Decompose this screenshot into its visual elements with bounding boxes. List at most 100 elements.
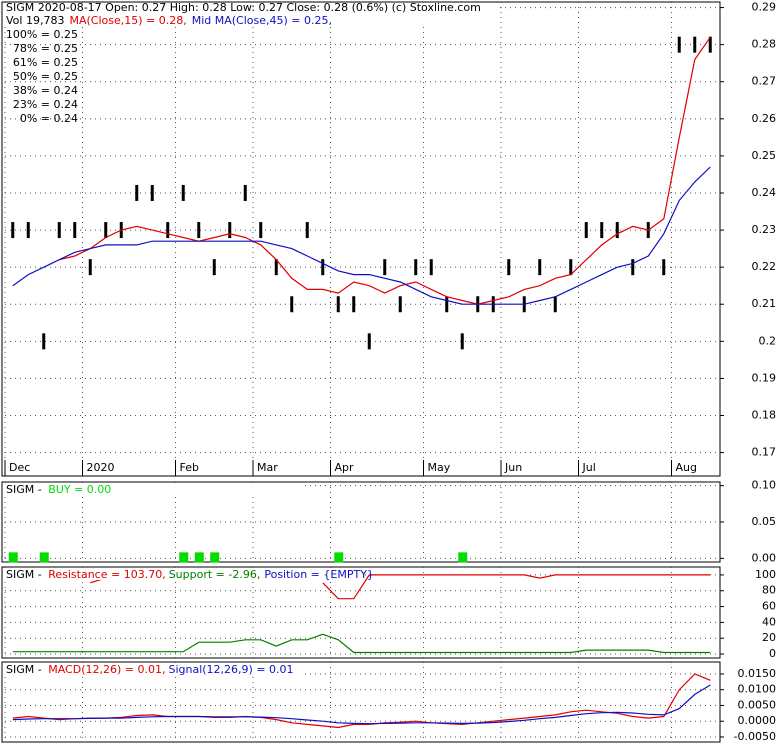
signal-marker [458, 552, 468, 563]
y-tick-label: 0.25 [752, 149, 777, 162]
legend-entry: Support = -2.96, [169, 568, 261, 581]
series-line [59, 36, 711, 305]
price-bar [57, 222, 61, 239]
price-bar [662, 259, 666, 276]
price-bar [243, 184, 247, 201]
y-tick-label: 0.00 [752, 551, 777, 564]
level-label: 38% = 0.24 [13, 84, 78, 97]
y-tick-label: 0.0150 [738, 667, 777, 680]
panel-legend: SIGM - BUY = 0.00 [6, 483, 111, 496]
legend-entry: MACD(12,26) = 0.01, [48, 663, 165, 676]
price-bar [584, 222, 588, 239]
series-line [12, 633, 711, 654]
price-bar [290, 296, 294, 313]
price-bar [26, 222, 30, 239]
price-bar [367, 333, 371, 350]
price-bar [708, 36, 712, 53]
y-tick-label: 0.19 [752, 371, 777, 384]
price-bar [88, 259, 92, 276]
y-tick-label: 0.2 [759, 334, 777, 347]
legend-entry: Resistance = 103.70, [48, 568, 165, 581]
y-tick-label: 0.0050 [738, 698, 777, 711]
y-tick-label: 0.0000 [738, 714, 777, 727]
y-tick-label: 0.18 [752, 408, 777, 421]
level-label: 100% = 0.25 [6, 28, 78, 41]
legend-bg [3, 3, 498, 25]
legend-bg [3, 568, 363, 580]
x-tick-label: Feb [180, 461, 199, 474]
signal-marker [179, 552, 189, 563]
series-line [12, 673, 711, 729]
price-bar [352, 296, 356, 313]
legend-entry: Mid MA(Close,45) = 0.25, [192, 14, 332, 27]
price-bar [274, 259, 278, 276]
panel-legend: SIGM - MACD(12,26) = 0.01, Signal(12,26,9… [6, 663, 294, 676]
legend-bg [3, 663, 303, 675]
price-bar [507, 259, 511, 276]
y-tick-label: 80 [762, 584, 776, 597]
price-bar [460, 333, 464, 350]
y-tick-label: 0.10 [752, 479, 777, 492]
volume-label: Vol 19,783 [6, 14, 64, 27]
y-tick-label: 0.27 [752, 75, 777, 88]
level-label: 78% = 0.25 [13, 42, 78, 55]
price-bar [677, 36, 681, 53]
y-tick-label: 0.17 [752, 446, 777, 459]
position-label: Position = {EMPTY} [264, 568, 374, 581]
y-tick-label: 0.0100 [738, 683, 777, 696]
x-tick-label: Apr [335, 461, 355, 474]
panel-title: SIGM - [6, 663, 45, 676]
y-tick-label: 0.22 [752, 260, 777, 273]
legend: Vol 19,783 MA(Close,15) = 0.28, Mid MA(Clo… [6, 14, 332, 27]
panel-frame [1, 566, 721, 659]
legend-bg [3, 483, 303, 495]
y-tick-label: 40 [762, 615, 776, 628]
x-tick-label: Mar [257, 461, 278, 474]
x-tick-label: May [428, 461, 451, 474]
price-bar [104, 222, 108, 239]
level-label: 50% = 0.25 [13, 70, 78, 83]
series-line [12, 166, 711, 305]
legend-entry: MA(Close,15) = 0.28, [69, 14, 186, 27]
panel-frame [1, 1, 721, 477]
x-tick-label: Jun [504, 461, 522, 474]
price-bar [321, 259, 325, 276]
price-bar [305, 222, 309, 239]
level-label: 61% = 0.25 [13, 56, 78, 69]
y-tick-label: -0.0050 [734, 730, 776, 743]
price-bar [693, 36, 697, 53]
signal-marker [8, 552, 18, 563]
price-bar [73, 222, 77, 239]
price-bar [42, 333, 46, 350]
y-tick-label: 0.05 [752, 515, 777, 528]
y-tick-label: 60 [762, 600, 776, 613]
signal-marker [194, 552, 204, 563]
price-bar [383, 259, 387, 276]
x-tick-label: Jul [582, 461, 596, 474]
signal-marker [39, 552, 49, 563]
price-bar [538, 259, 542, 276]
price-bar [600, 222, 604, 239]
price-bar [212, 259, 216, 276]
price-bar [631, 259, 635, 276]
legend-entry: Signal(12,26,9) = 0.01 [168, 663, 293, 676]
price-bar [197, 222, 201, 239]
legend-entry: BUY = 0.00 [48, 483, 111, 496]
price-bar [150, 184, 154, 201]
price-bar [336, 296, 340, 313]
y-tick-label: 0 [769, 647, 776, 660]
panel-legend: SIGM - Resistance = 103.70, Support = -2.… [6, 568, 374, 581]
y-tick-label: 0.23 [752, 223, 777, 236]
x-tick-label: 2020 [87, 461, 115, 474]
price-bar [181, 184, 185, 201]
price-bar [398, 296, 402, 313]
price-bar [228, 222, 232, 239]
price-bar [414, 259, 418, 276]
level-label: 0% = 0.24 [20, 112, 78, 125]
x-tick-label: Aug [676, 461, 697, 474]
y-tick-label: 0.24 [752, 186, 777, 199]
y-tick-label: 0.26 [752, 112, 777, 125]
signal-marker [334, 552, 344, 563]
chart-title: SIGM 2020-08-17 Open: 0.27 High: 0.28 Lo… [6, 1, 481, 14]
